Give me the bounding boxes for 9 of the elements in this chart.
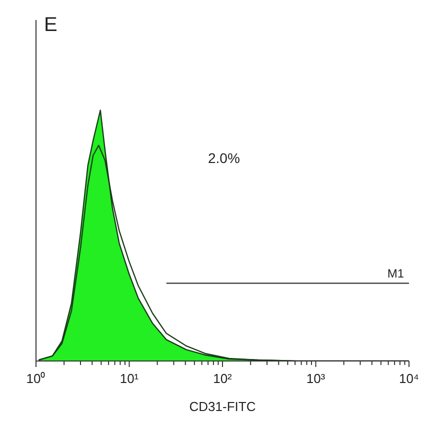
annotation: M1	[387, 266, 404, 281]
x-tick-label: 10⁰	[26, 371, 46, 386]
x-axis-title: CD31-FITC	[189, 399, 256, 414]
x-tick-label: 10¹	[120, 371, 140, 386]
chart-title: E	[44, 14, 58, 37]
x-tick-label: 10⁴	[398, 371, 420, 386]
x-tick-label: 10³	[306, 371, 326, 386]
x-tick-label: 10²	[213, 371, 233, 386]
annotation: 2.0%	[208, 150, 240, 166]
